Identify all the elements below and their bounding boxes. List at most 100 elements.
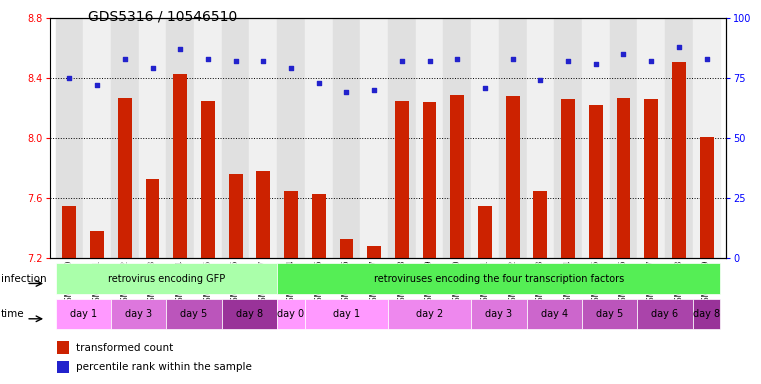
Bar	[312, 194, 326, 258]
Bar	[451, 94, 464, 258]
Point	[423, 58, 435, 64]
Point	[645, 58, 658, 64]
Bar	[167, 299, 221, 329]
Bar	[174, 73, 187, 258]
Bar	[498, 18, 527, 258]
Bar	[201, 101, 215, 258]
Bar	[339, 238, 353, 258]
Text: day 4: day 4	[540, 309, 568, 319]
Bar	[665, 18, 693, 258]
Bar	[57, 341, 69, 354]
Bar	[62, 205, 76, 258]
Text: day 8: day 8	[693, 309, 720, 319]
Bar	[478, 205, 492, 258]
Bar	[561, 99, 575, 258]
Bar	[111, 18, 139, 258]
Bar	[145, 179, 160, 258]
Point	[202, 56, 214, 62]
Bar	[388, 18, 416, 258]
Bar	[693, 18, 721, 258]
Point	[562, 58, 574, 64]
Text: infection: infection	[1, 273, 46, 283]
Bar	[616, 98, 630, 258]
Bar	[284, 190, 298, 258]
Bar	[139, 18, 167, 258]
Bar	[533, 190, 547, 258]
Bar	[368, 246, 381, 258]
Bar	[672, 61, 686, 258]
Bar	[360, 18, 388, 258]
Point	[590, 61, 602, 67]
Point	[701, 56, 713, 62]
Text: percentile rank within the sample: percentile rank within the sample	[75, 362, 252, 372]
Point	[285, 65, 297, 71]
Point	[257, 58, 269, 64]
Point	[313, 80, 325, 86]
Point	[340, 89, 352, 96]
Bar	[395, 101, 409, 258]
Bar	[422, 102, 437, 258]
Bar	[90, 231, 104, 258]
Point	[63, 75, 75, 81]
Bar	[388, 299, 471, 329]
Text: day 5: day 5	[596, 309, 623, 319]
Text: GDS5316 / 10546510: GDS5316 / 10546510	[88, 10, 237, 23]
Bar	[527, 18, 554, 258]
Bar	[444, 18, 471, 258]
Text: day 0: day 0	[278, 309, 304, 319]
Point	[617, 51, 629, 57]
Point	[507, 56, 519, 62]
Bar	[506, 96, 520, 258]
Point	[396, 58, 408, 64]
Bar	[589, 105, 603, 258]
Bar	[582, 299, 638, 329]
Bar	[57, 361, 69, 373]
Text: day 8: day 8	[236, 309, 263, 319]
Bar	[229, 174, 243, 258]
Bar	[638, 299, 693, 329]
Point	[673, 44, 685, 50]
Bar	[277, 18, 305, 258]
Point	[174, 46, 186, 52]
Bar	[645, 99, 658, 258]
Bar	[699, 136, 714, 258]
Bar	[333, 18, 360, 258]
Point	[368, 87, 380, 93]
Text: transformed count: transformed count	[75, 343, 173, 353]
Text: day 3: day 3	[125, 309, 152, 319]
Bar	[221, 18, 250, 258]
Point	[230, 58, 242, 64]
Bar	[111, 299, 167, 329]
Point	[479, 84, 491, 91]
Bar	[256, 171, 270, 258]
Point	[146, 65, 158, 71]
Bar	[250, 18, 277, 258]
Point	[119, 56, 131, 62]
Bar	[56, 299, 111, 329]
Text: day 2: day 2	[416, 309, 443, 319]
Bar	[118, 98, 132, 258]
Bar	[471, 18, 498, 258]
Point	[451, 56, 463, 62]
Point	[534, 77, 546, 83]
Text: day 5: day 5	[180, 309, 208, 319]
Bar	[527, 299, 582, 329]
Bar	[610, 18, 638, 258]
Bar	[167, 18, 194, 258]
Text: day 1: day 1	[70, 309, 97, 319]
Bar	[554, 18, 582, 258]
Point	[91, 82, 103, 88]
Bar	[194, 18, 221, 258]
Bar	[471, 299, 527, 329]
Bar	[56, 18, 83, 258]
Bar	[83, 18, 111, 258]
Bar	[582, 18, 610, 258]
Bar	[416, 18, 444, 258]
Text: retrovirus encoding GFP: retrovirus encoding GFP	[108, 273, 225, 283]
Bar	[277, 299, 305, 329]
Bar	[221, 299, 277, 329]
Text: time: time	[1, 309, 24, 319]
Text: day 1: day 1	[333, 309, 360, 319]
Bar	[638, 18, 665, 258]
Bar	[305, 299, 388, 329]
